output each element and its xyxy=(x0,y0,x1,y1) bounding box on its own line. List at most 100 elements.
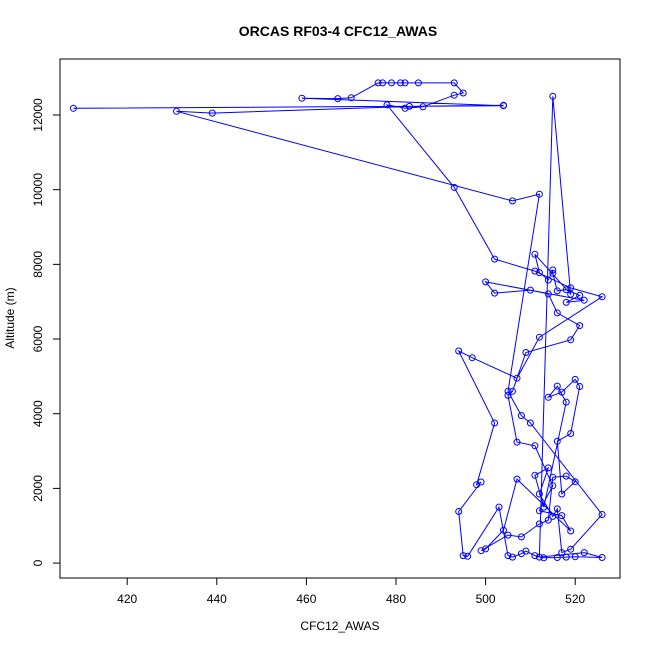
data-point xyxy=(553,309,561,317)
data-point xyxy=(535,190,543,198)
data-point xyxy=(208,109,216,117)
data-point xyxy=(562,553,570,561)
data-point xyxy=(544,276,552,284)
data-point xyxy=(173,107,180,115)
data-point xyxy=(531,442,539,450)
data-point xyxy=(580,549,588,557)
data-point xyxy=(504,531,512,539)
y-tick-label: 8000 xyxy=(31,251,45,278)
series xyxy=(69,79,606,562)
data-point xyxy=(598,511,606,518)
data-point xyxy=(549,473,557,481)
data-point xyxy=(549,92,557,100)
data-point xyxy=(553,505,561,513)
y-tick-label: 2000 xyxy=(31,475,45,502)
data-point xyxy=(562,472,570,480)
y-tick-label: 10000 xyxy=(31,173,45,207)
data-point xyxy=(526,286,534,294)
data-point xyxy=(553,437,561,445)
data-point xyxy=(535,553,543,561)
data-point xyxy=(504,387,512,395)
data-point xyxy=(405,102,413,110)
data-point xyxy=(535,507,543,515)
data-point xyxy=(598,293,606,301)
data-point xyxy=(553,287,561,295)
data-point xyxy=(567,290,575,298)
data-point xyxy=(491,289,499,297)
data-point xyxy=(549,266,557,274)
data-point xyxy=(526,419,534,427)
data-point xyxy=(477,478,485,486)
data-point xyxy=(455,508,463,515)
data-point xyxy=(374,79,382,87)
data-point xyxy=(450,79,458,87)
data-point xyxy=(540,554,548,562)
data-point xyxy=(495,503,503,511)
data-point xyxy=(464,552,472,560)
data-point xyxy=(455,347,463,355)
data-point xyxy=(482,278,490,286)
data-point xyxy=(553,382,561,390)
data-point xyxy=(571,478,579,486)
data-point xyxy=(491,419,499,427)
data-point xyxy=(549,512,557,520)
data-point xyxy=(379,79,387,87)
data-point xyxy=(459,552,467,560)
x-axis: 420 440 460 480 500 520 xyxy=(117,577,586,606)
data-point xyxy=(558,490,566,498)
data-point xyxy=(517,533,525,541)
data-point xyxy=(419,103,427,111)
data-point xyxy=(549,269,557,277)
data-point xyxy=(509,553,516,561)
data-point xyxy=(567,336,575,344)
data-point xyxy=(383,101,391,109)
y-axis: 0 2000 4000 6000 8000 10000 12000 xyxy=(31,98,61,566)
data-point xyxy=(298,94,306,102)
data-point xyxy=(580,296,588,304)
data-point xyxy=(450,91,458,99)
data-point xyxy=(482,545,490,553)
data-point xyxy=(562,286,570,294)
data-point xyxy=(513,475,521,483)
data-point xyxy=(531,250,539,258)
data-point xyxy=(388,79,395,87)
data-point xyxy=(553,554,561,561)
data-point xyxy=(544,393,552,401)
data-point xyxy=(558,549,566,557)
data-point xyxy=(401,79,409,87)
data-point xyxy=(513,374,521,382)
data-point xyxy=(558,512,566,520)
y-tick-label: 4000 xyxy=(31,400,45,427)
data-point xyxy=(522,349,530,356)
data-point xyxy=(450,183,458,191)
data-point xyxy=(567,527,575,535)
data-point xyxy=(598,554,606,561)
data-point xyxy=(544,516,552,524)
data-point xyxy=(531,471,539,479)
x-tick-label: 460 xyxy=(296,592,316,606)
data-point xyxy=(531,552,539,560)
data-point xyxy=(509,197,516,205)
data-point xyxy=(517,412,525,420)
data-point xyxy=(397,79,404,87)
y-tick-label: 12000 xyxy=(31,98,45,132)
x-axis-label: CFC12_AWAS xyxy=(300,619,379,633)
data-point xyxy=(576,291,584,299)
data-point xyxy=(567,545,575,553)
data-point xyxy=(535,333,543,341)
data-point xyxy=(576,322,584,330)
data-point xyxy=(347,94,355,102)
data-point xyxy=(504,552,512,560)
data-point xyxy=(334,95,342,103)
x-tick-label: 440 xyxy=(207,592,227,606)
data-point xyxy=(504,391,512,399)
x-tick-label: 480 xyxy=(386,592,406,606)
data-point xyxy=(459,89,467,97)
data-point xyxy=(531,267,539,275)
data-point xyxy=(544,464,552,472)
data-point xyxy=(576,383,584,390)
data-point xyxy=(571,375,579,383)
data-point xyxy=(401,104,409,112)
x-tick-label: 520 xyxy=(565,592,585,606)
